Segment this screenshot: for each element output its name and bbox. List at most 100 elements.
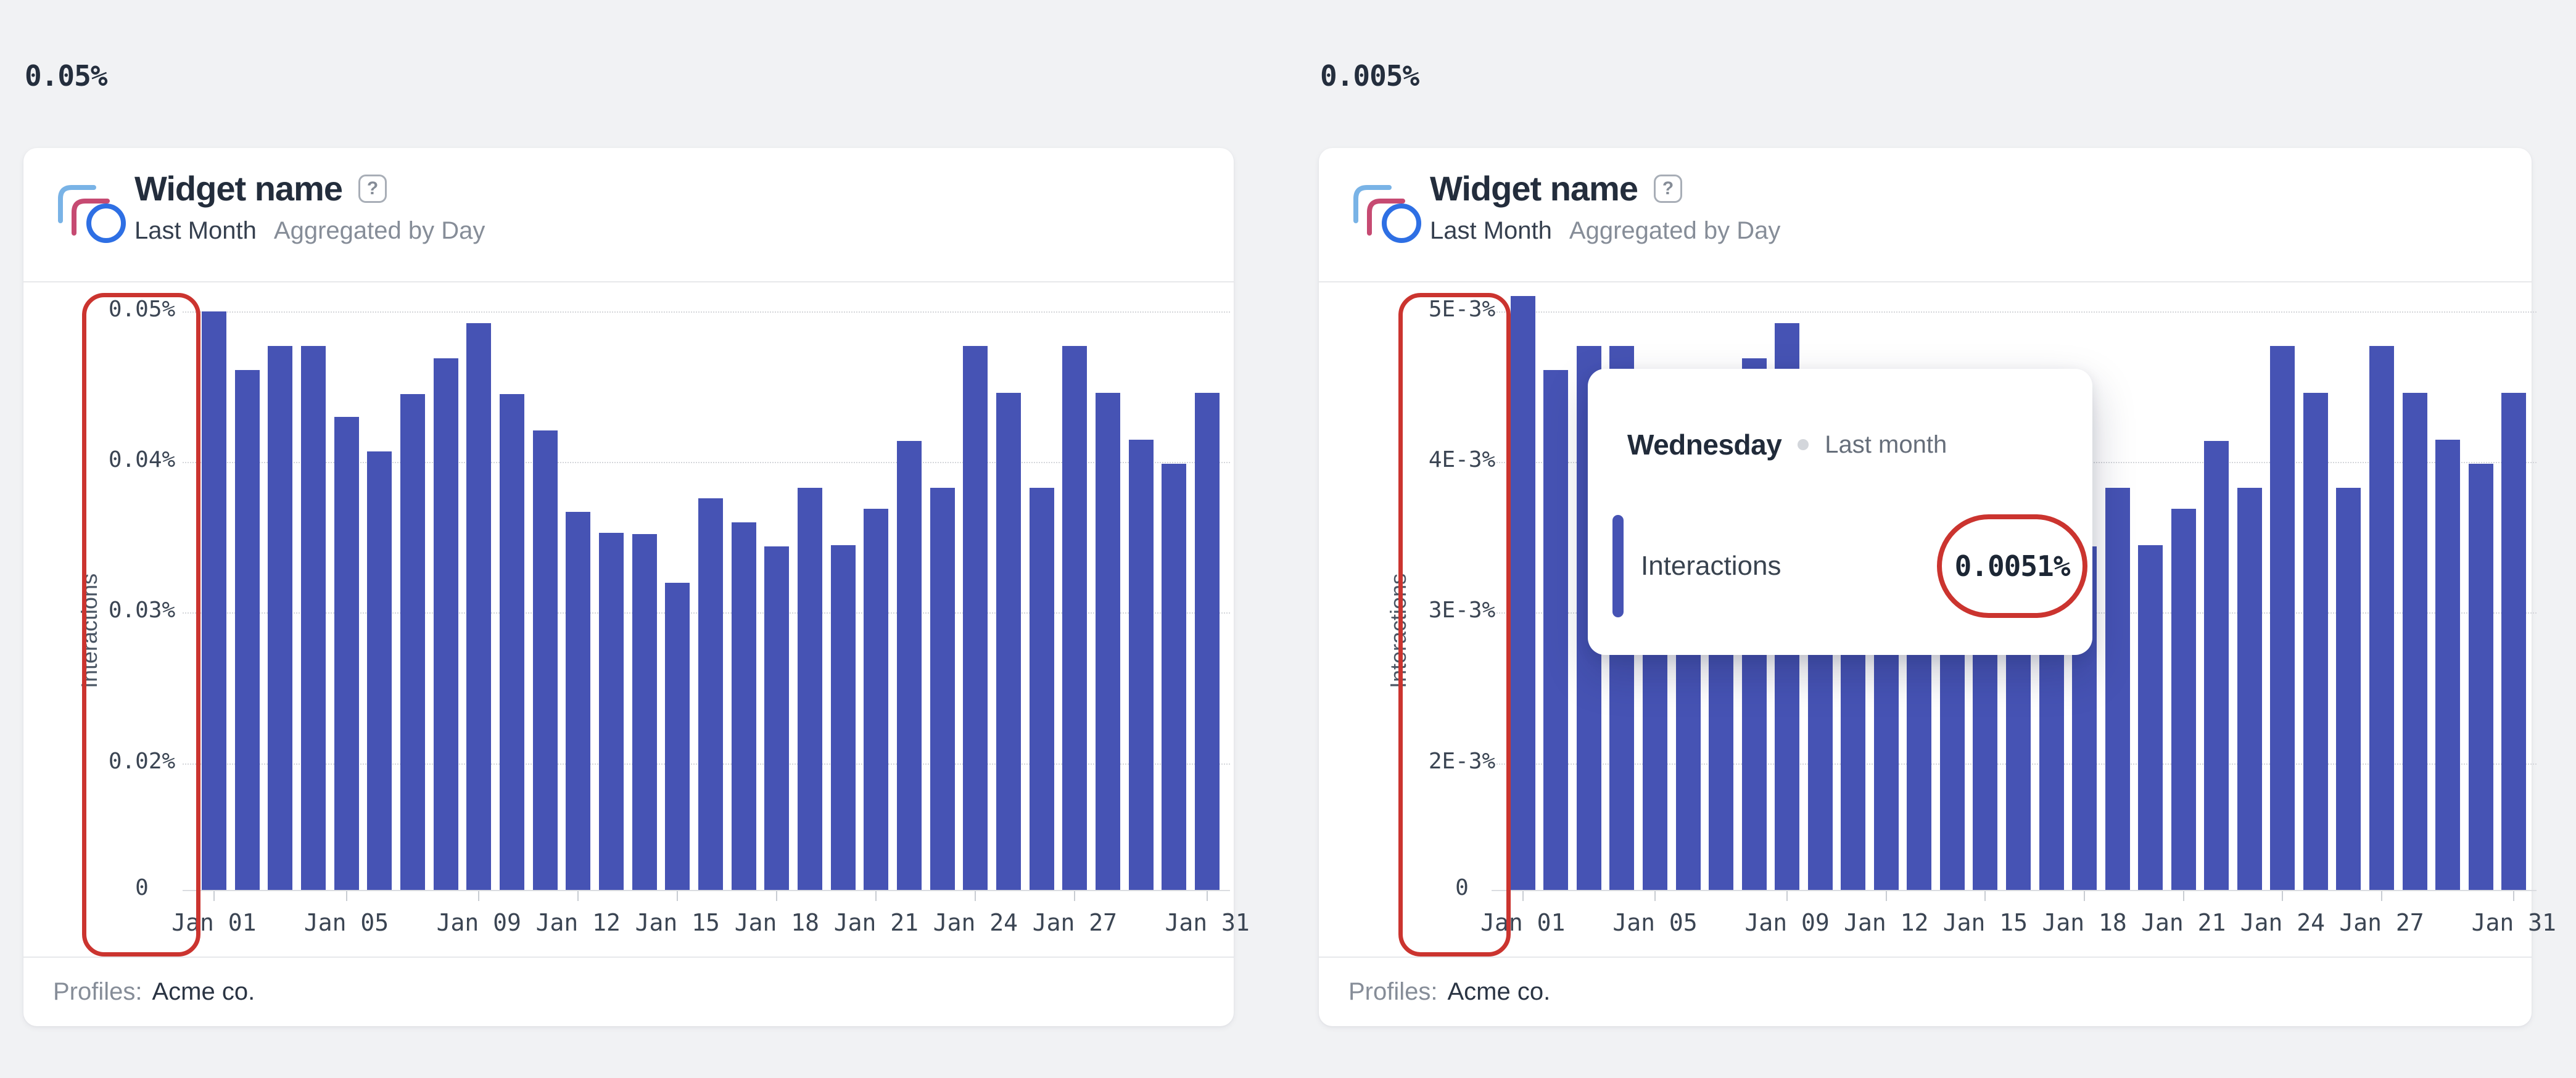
- chart-bar[interactable]: [2171, 508, 2196, 890]
- chart-bar[interactable]: [300, 346, 326, 890]
- widget-card-scientific-axis: Widget name ? Last Month Aggregated by D…: [1319, 148, 2556, 1026]
- bar-chart: Wednesday Last month Interactions 0.0051…: [1319, 281, 2556, 958]
- chart-bar[interactable]: [1128, 439, 1154, 890]
- widget-period: Last Month: [1430, 217, 1552, 244]
- y-tick-label: 2E-3%: [1428, 748, 1496, 774]
- widget-header: Widget name ? Last Month Aggregated by D…: [23, 148, 1234, 282]
- profiles-value: Acme co.: [1447, 978, 1551, 1005]
- y-tick-label: 0.03%: [108, 598, 176, 623]
- chart-bar[interactable]: [400, 394, 425, 890]
- y-tick-label: 0.04%: [108, 447, 176, 473]
- x-tick: [975, 891, 976, 901]
- chart-bar[interactable]: [632, 534, 657, 890]
- chart-bar[interactable]: [1029, 487, 1054, 890]
- chart-bar[interactable]: [764, 546, 790, 890]
- bar-chart: 0.05% 0.04% 0.03% 0.02% 0 Jan 01 Jan 05 Jan 09 J…: [23, 281, 1250, 958]
- y-tick-label: 0.02%: [108, 748, 176, 774]
- chart-bar[interactable]: [698, 498, 723, 890]
- widget-footer: Profiles: Acme co.: [1319, 957, 2532, 1026]
- chart-bar[interactable]: [2105, 487, 2130, 890]
- tooltip-day: Wednesday: [1627, 429, 1782, 461]
- chart-bar[interactable]: [665, 582, 690, 890]
- chart-bar[interactable]: [532, 430, 558, 890]
- chart-bar[interactable]: [864, 508, 889, 890]
- chart-bar[interactable]: [367, 451, 392, 890]
- chart-bar[interactable]: [2204, 440, 2229, 890]
- x-tick-label: Jan 31: [2471, 909, 2556, 936]
- gridline: [1492, 311, 2537, 313]
- x-tick: [1885, 891, 1887, 901]
- help-icon[interactable]: ?: [358, 175, 387, 203]
- x-tick-label: Jan 27: [2339, 909, 2424, 936]
- help-icon[interactable]: ?: [1653, 175, 1682, 203]
- gridline: [183, 311, 1230, 313]
- chart-bar[interactable]: [996, 392, 1022, 890]
- chart-bar[interactable]: [1195, 392, 1220, 890]
- chart-bar[interactable]: [234, 370, 260, 890]
- chart-bar[interactable]: [433, 358, 458, 890]
- x-tick-label: Jan 18: [2042, 909, 2127, 936]
- x-tick-label: Jan 09: [436, 909, 521, 936]
- gridline: [183, 462, 1230, 464]
- x-tick: [2282, 891, 2284, 901]
- chart-bar[interactable]: [1162, 463, 1187, 890]
- chart-bar[interactable]: [963, 346, 988, 890]
- chart-bar[interactable]: [830, 545, 856, 890]
- chart-bar[interactable]: [798, 487, 823, 890]
- x-tick: [1654, 891, 1656, 901]
- x-tick-label: Jan 24: [933, 909, 1018, 936]
- chart-bar[interactable]: [930, 487, 955, 890]
- x-axis-line: [1492, 890, 2537, 891]
- chart-bar[interactable]: [2468, 463, 2493, 890]
- chart-bar[interactable]: [2501, 392, 2527, 890]
- chart-bar[interactable]: [598, 533, 624, 890]
- x-tick: [577, 891, 579, 901]
- widget-aggregation: Aggregated by Day: [273, 217, 485, 244]
- widget-footer: Profiles: Acme co.: [23, 957, 1234, 1026]
- chart-bar[interactable]: [2402, 392, 2427, 890]
- chart-bar[interactable]: [1062, 346, 1088, 890]
- chart-bar[interactable]: [2270, 346, 2295, 890]
- x-tick-label: Jan 21: [833, 909, 919, 936]
- legend-dot-icon: [1798, 439, 1809, 450]
- chart-bar[interactable]: [566, 511, 591, 890]
- chart-bar[interactable]: [2435, 439, 2461, 890]
- chart-bar[interactable]: [2237, 487, 2262, 890]
- widget-title: Widget name: [1430, 169, 1638, 208]
- x-axis-line: [183, 890, 1230, 891]
- chart-bar[interactable]: [1096, 392, 1121, 890]
- y-tick-label: 0: [135, 875, 149, 900]
- chart-bar[interactable]: [2336, 487, 2361, 890]
- chart-bar[interactable]: [897, 440, 922, 890]
- chart-bar[interactable]: [731, 522, 756, 890]
- widget-header: Widget name ? Last Month Aggregated by D…: [1319, 148, 2532, 282]
- chart-bar[interactable]: [466, 323, 492, 890]
- overlapping-charts-icon: [58, 185, 126, 243]
- x-tick: [213, 891, 215, 901]
- chart-bar[interactable]: [334, 416, 359, 890]
- chart-bar[interactable]: [268, 346, 293, 890]
- widget-aggregation: Aggregated by Day: [1569, 217, 1781, 244]
- chart-bar[interactable]: [1543, 370, 1569, 890]
- widget-card-percent-axis: Widget name ? Last Month Aggregated by D…: [23, 148, 1250, 1026]
- widget-title: Widget name: [134, 169, 343, 208]
- x-tick-label: Jan 27: [1032, 909, 1118, 936]
- y-tick-label: 3E-3%: [1428, 598, 1496, 623]
- x-tick: [1522, 891, 1524, 901]
- chart-bar[interactable]: [1510, 296, 1535, 890]
- x-tick: [478, 891, 480, 901]
- x-tick-label: Jan 12: [1844, 909, 1929, 936]
- chart-bar[interactable]: [2303, 392, 2328, 890]
- y-tick-label: 4E-3%: [1428, 447, 1496, 473]
- x-tick-label: Jan 21: [2141, 909, 2226, 936]
- chart-bar[interactable]: [2138, 545, 2163, 890]
- x-tick: [1984, 891, 1986, 901]
- x-tick: [1074, 891, 1076, 901]
- x-tick-label: Jan 05: [1612, 909, 1698, 936]
- chart-bar[interactable]: [499, 394, 524, 890]
- x-tick: [2182, 891, 2184, 901]
- x-tick-label: Jan 15: [635, 909, 720, 936]
- chart-bar[interactable]: [201, 311, 226, 890]
- chart-bar[interactable]: [2369, 346, 2395, 890]
- x-tick-label: Jan 01: [171, 909, 257, 936]
